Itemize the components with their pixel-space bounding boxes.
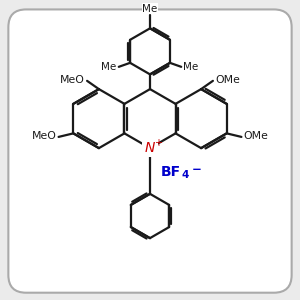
- Text: BF: BF: [160, 165, 181, 179]
- Text: 4: 4: [182, 170, 189, 180]
- Text: Me: Me: [142, 4, 158, 14]
- Text: MeO: MeO: [60, 75, 85, 85]
- Text: $N$: $N$: [144, 141, 156, 155]
- Text: MeO: MeO: [32, 131, 56, 141]
- Text: Me: Me: [183, 62, 199, 72]
- Text: −: −: [191, 164, 201, 176]
- Text: OMe: OMe: [215, 75, 240, 85]
- Text: $+$: $+$: [154, 137, 163, 148]
- Text: OMe: OMe: [244, 131, 268, 141]
- FancyBboxPatch shape: [8, 9, 292, 293]
- Text: Me: Me: [101, 62, 117, 72]
